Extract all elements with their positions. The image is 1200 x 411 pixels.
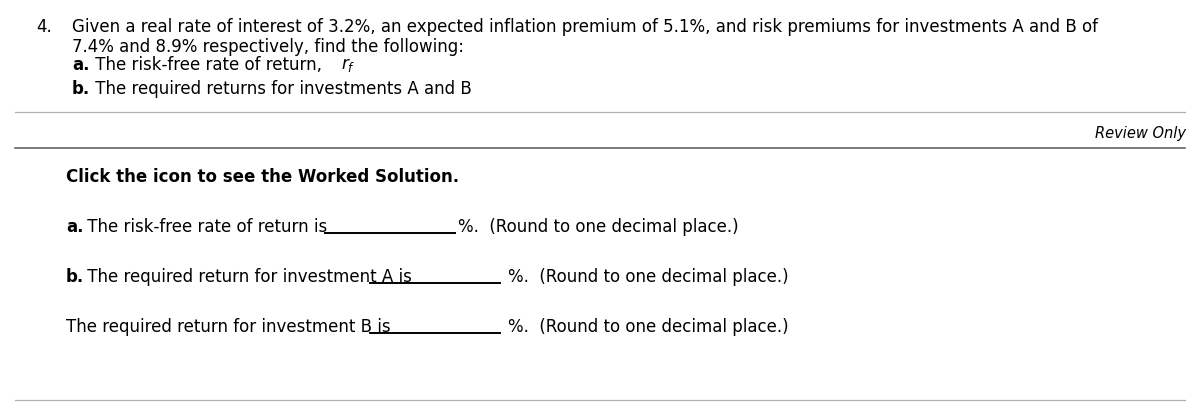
Text: The risk-free rate of return,: The risk-free rate of return, [90,56,328,74]
Text: $r_f$: $r_f$ [341,56,355,74]
Text: The required return for investment A is: The required return for investment A is [82,268,412,286]
Text: %.  (Round to one decimal place.): %. (Round to one decimal place.) [508,268,788,286]
Text: Review Only: Review Only [1094,126,1186,141]
Text: The required returns for investments A and B: The required returns for investments A a… [90,80,472,98]
Text: a.: a. [66,218,84,236]
Text: Click the icon to see the Worked Solution.: Click the icon to see the Worked Solutio… [66,168,460,186]
Text: 4.: 4. [36,18,52,36]
Text: 7.4% and 8.9% respectively, find the following:: 7.4% and 8.9% respectively, find the fol… [72,38,464,56]
Text: b.: b. [72,80,90,98]
Text: %.  (Round to one decimal place.): %. (Round to one decimal place.) [508,318,788,336]
Text: Given a real rate of interest of 3.2%, an expected inflation premium of 5.1%, an: Given a real rate of interest of 3.2%, a… [72,18,1098,36]
Text: %.  (Round to one decimal place.): %. (Round to one decimal place.) [458,218,739,236]
Text: The required return for investment B is: The required return for investment B is [66,318,391,336]
Text: The risk-free rate of return is: The risk-free rate of return is [82,218,326,236]
Text: a.: a. [72,56,90,74]
Text: b.: b. [66,268,84,286]
